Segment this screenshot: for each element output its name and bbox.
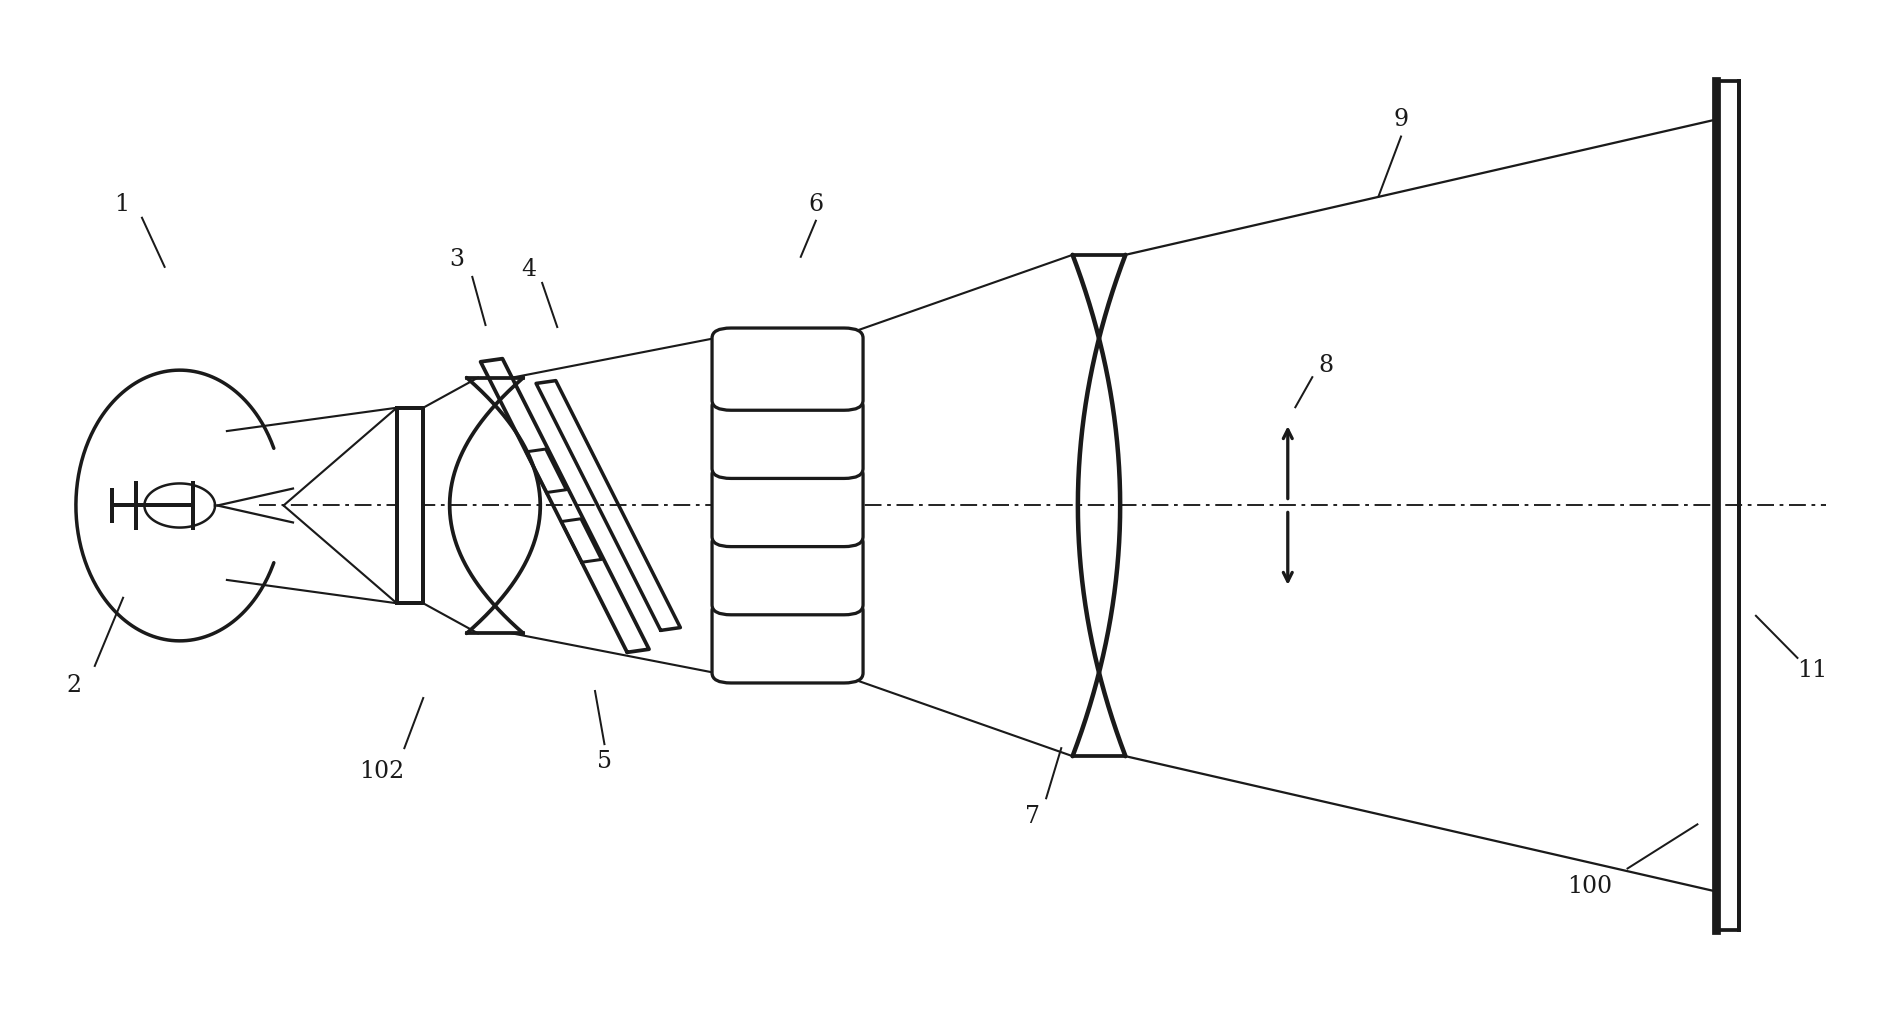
Text: 3: 3 [449,249,465,271]
FancyBboxPatch shape [713,533,863,615]
Text: 4: 4 [521,259,537,281]
Text: 8: 8 [1318,354,1333,377]
Text: 1: 1 [114,193,129,216]
Text: 102: 102 [358,759,404,783]
Text: 5: 5 [597,750,612,772]
Text: 100: 100 [1568,875,1612,898]
Bar [396,407,423,604]
Text: 9: 9 [1394,108,1409,131]
Text: 2: 2 [66,674,82,698]
FancyBboxPatch shape [713,396,863,478]
FancyBboxPatch shape [713,601,863,683]
Text: 7: 7 [1026,805,1041,828]
Text: 6: 6 [808,193,823,216]
FancyBboxPatch shape [713,328,863,410]
FancyBboxPatch shape [713,464,863,547]
Text: 11: 11 [1797,659,1828,682]
